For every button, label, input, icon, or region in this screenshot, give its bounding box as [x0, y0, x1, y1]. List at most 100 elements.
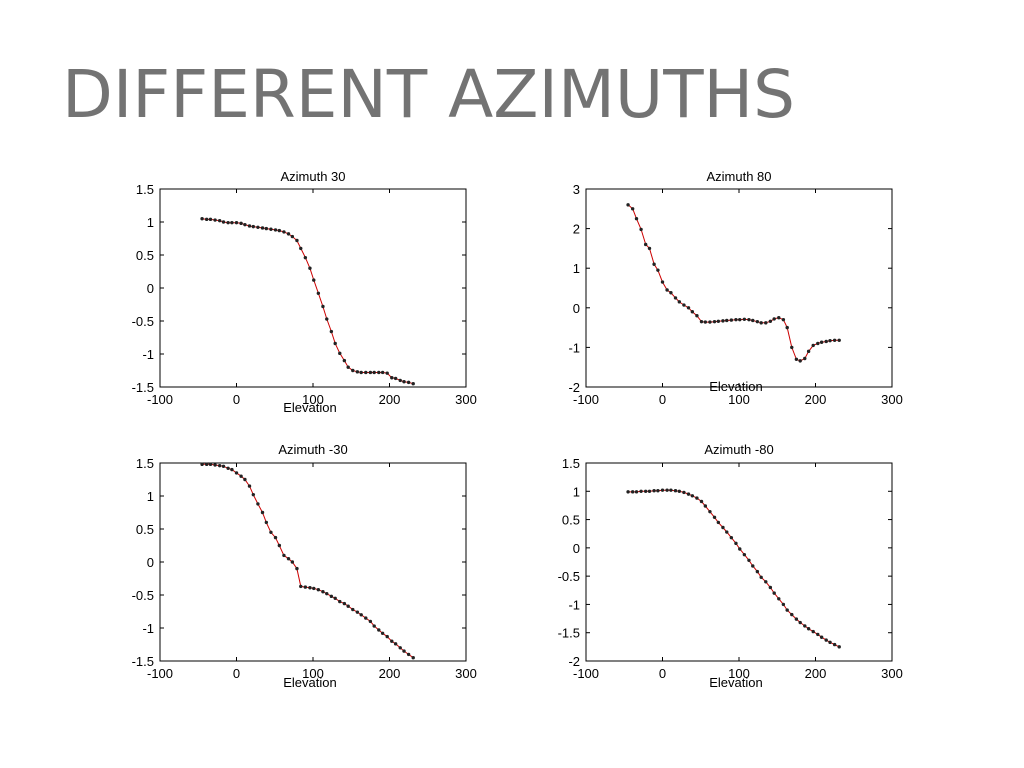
- data-point: [742, 552, 747, 557]
- y-tick-label: -1.5: [132, 380, 154, 395]
- data-point: [816, 341, 820, 346]
- x-tick-label: 100: [302, 666, 324, 681]
- data-point: [372, 370, 376, 375]
- data-point: [811, 343, 815, 348]
- x-tick-label: -100: [573, 666, 599, 681]
- data-point: [273, 228, 278, 232]
- data-point: [342, 358, 347, 363]
- data-point: [703, 504, 708, 508]
- data-point: [247, 484, 252, 488]
- data-point: [639, 227, 643, 232]
- data-point: [411, 656, 415, 660]
- data-point: [690, 310, 695, 314]
- data-point: [755, 569, 760, 574]
- data-point: [673, 296, 678, 300]
- data-point: [286, 232, 291, 236]
- data-point: [828, 338, 832, 343]
- data-point: [669, 488, 673, 492]
- data-point: [308, 586, 312, 590]
- data-point: [699, 499, 704, 504]
- data-point: [819, 635, 824, 639]
- data-point: [759, 321, 763, 325]
- data-point: [277, 543, 282, 548]
- y-tick-label: 1: [147, 215, 154, 230]
- data-point: [806, 349, 811, 354]
- y-tick-label: 1.5: [136, 456, 154, 471]
- x-tick-label: 200: [805, 392, 827, 407]
- data-point: [725, 318, 729, 323]
- chart-title: Azimuth -30: [278, 442, 347, 457]
- data-point: [824, 638, 828, 642]
- data-point: [806, 627, 811, 631]
- data-point: [630, 207, 635, 211]
- y-tick-label: -2: [568, 654, 580, 669]
- data-point: [316, 291, 321, 295]
- data-point: [325, 591, 329, 596]
- data-point: [790, 345, 794, 350]
- data-point: [626, 490, 630, 494]
- data-point: [312, 586, 316, 591]
- data-point: [803, 624, 807, 628]
- data-point: [226, 220, 230, 225]
- data-point: [742, 317, 747, 321]
- data-point: [755, 319, 760, 324]
- data-point: [777, 597, 781, 601]
- x-tick-label: 300: [455, 666, 477, 681]
- data-point: [790, 612, 794, 617]
- data-point: [768, 585, 773, 590]
- x-tick-label: -100: [147, 392, 173, 407]
- data-point: [768, 319, 773, 323]
- data-point: [273, 535, 278, 540]
- data-point: [819, 340, 824, 344]
- x-tick-label: 300: [881, 392, 903, 407]
- data-point: [333, 596, 337, 600]
- data-point: [346, 604, 350, 608]
- data-point: [751, 564, 755, 568]
- x-tick-label: 200: [805, 666, 827, 681]
- data-point: [837, 338, 841, 342]
- data-point: [260, 510, 265, 515]
- data-point: [712, 319, 717, 324]
- data-point: [824, 339, 828, 344]
- y-tick-label: 0: [147, 555, 154, 570]
- x-tick-label: -100: [573, 392, 599, 407]
- x-tick-label: 0: [659, 666, 666, 681]
- data-point: [277, 228, 282, 233]
- series-line: [628, 489, 840, 648]
- data-point: [660, 488, 665, 492]
- data-point: [630, 490, 635, 494]
- data-point: [721, 525, 725, 530]
- data-point: [647, 246, 652, 251]
- x-tick-label: 0: [233, 666, 240, 681]
- data-point: [329, 594, 334, 599]
- data-point: [393, 642, 398, 646]
- data-point: [325, 317, 329, 321]
- data-point: [377, 370, 381, 375]
- y-tick-label: 1.5: [136, 182, 154, 197]
- data-point: [690, 494, 695, 498]
- chart-title: Azimuth 80: [706, 169, 771, 184]
- data-point: [402, 380, 406, 384]
- data-point: [747, 558, 751, 563]
- data-point: [380, 370, 385, 375]
- data-point: [643, 489, 648, 493]
- data-point: [239, 221, 243, 226]
- data-point: [626, 203, 630, 207]
- data-point: [811, 629, 815, 634]
- data-point: [303, 255, 308, 260]
- y-tick-label: -0.5: [558, 569, 580, 584]
- data-point: [221, 464, 226, 468]
- data-point: [695, 314, 699, 318]
- data-point: [221, 220, 226, 224]
- y-tick-label: -1: [142, 621, 154, 636]
- data-point: [721, 319, 725, 323]
- data-point: [346, 365, 350, 369]
- y-tick-label: -2: [568, 380, 580, 395]
- x-tick-label: 300: [455, 392, 477, 407]
- data-point: [368, 619, 373, 624]
- data-point: [299, 246, 303, 251]
- chart-title: Azimuth 30: [280, 169, 345, 184]
- data-point: [393, 376, 398, 381]
- data-point: [247, 224, 252, 228]
